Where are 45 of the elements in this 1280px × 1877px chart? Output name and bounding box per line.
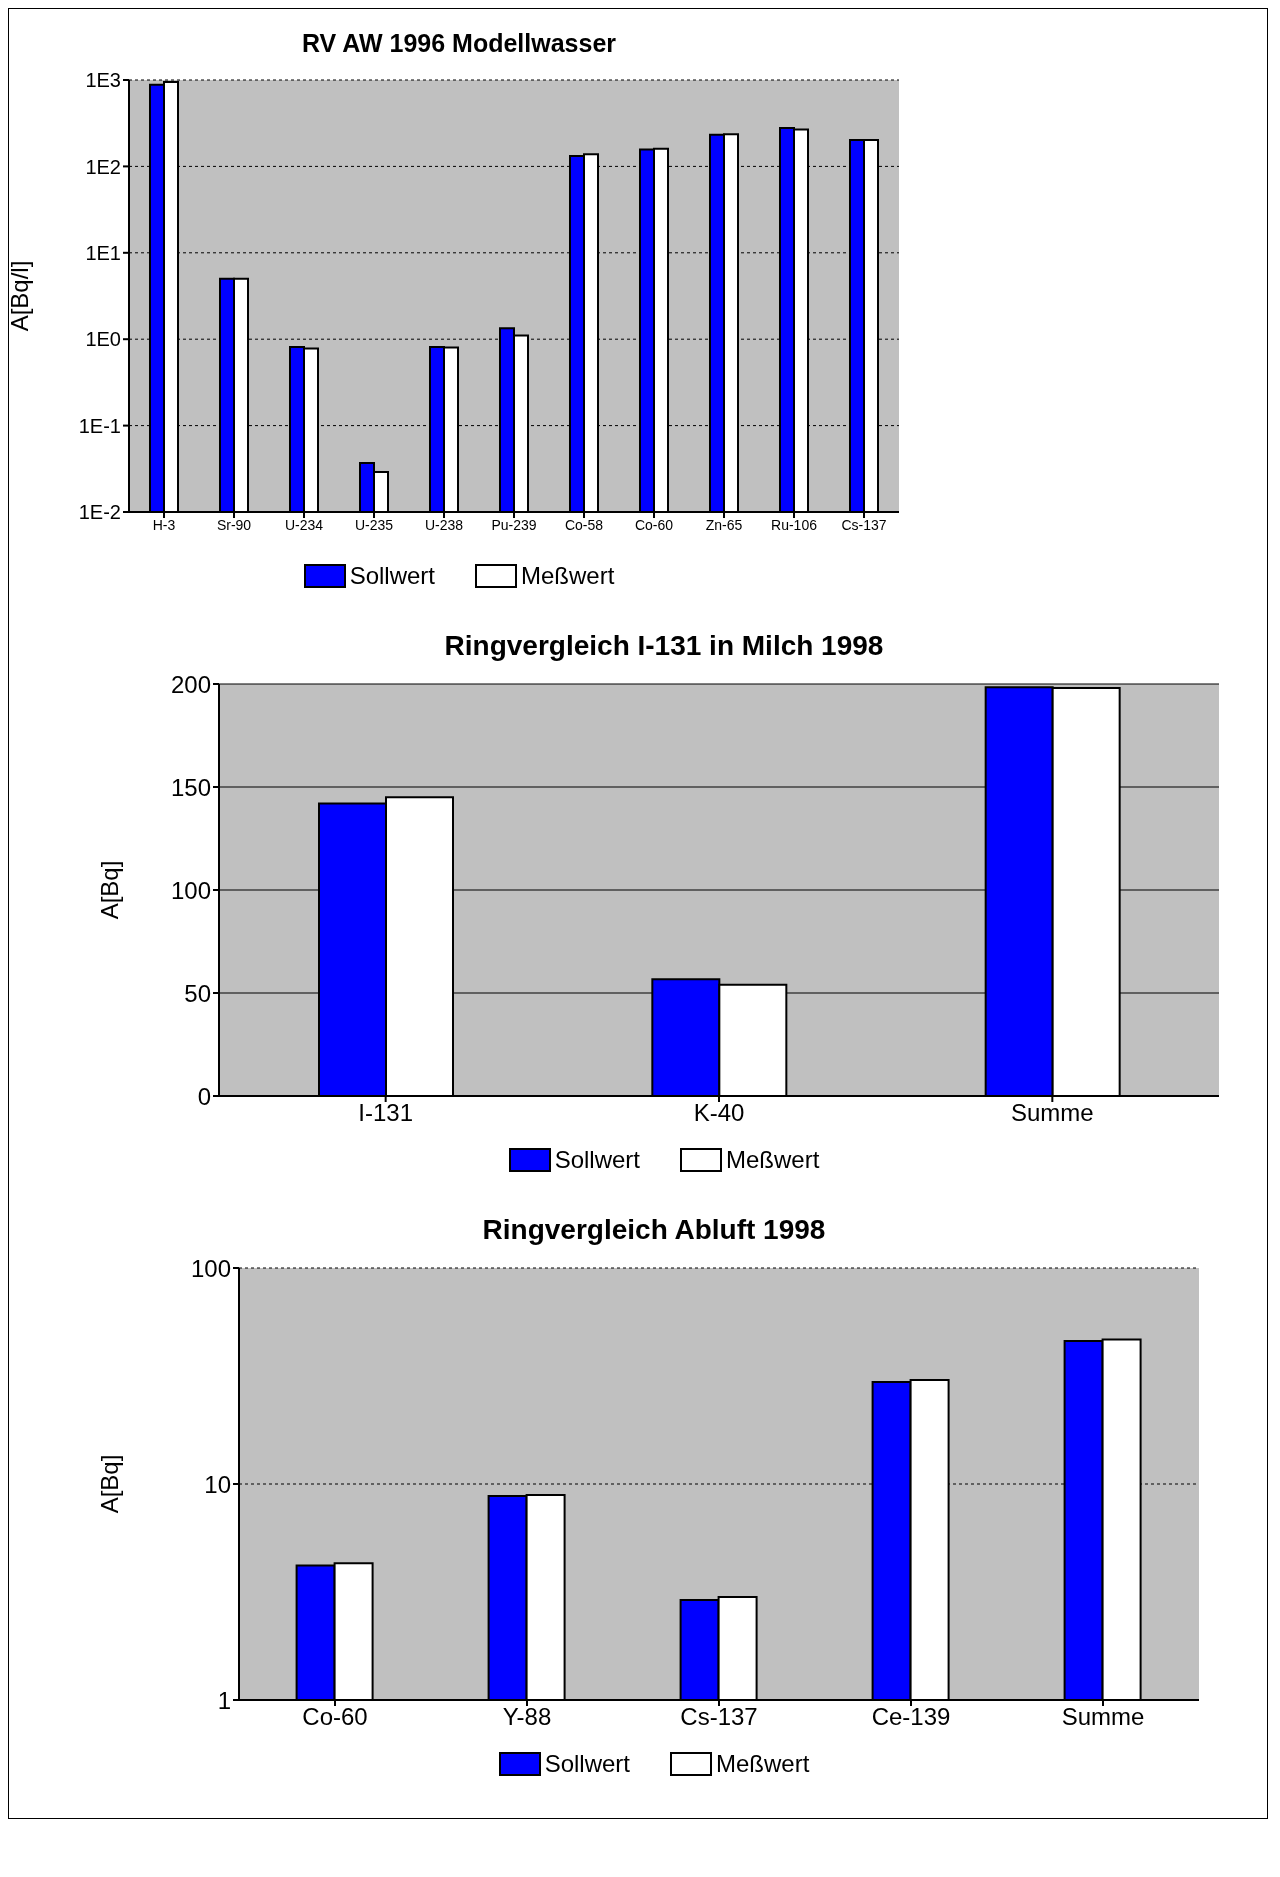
y-axis-title: A[Bq] bbox=[95, 860, 123, 920]
legend-label: Sollwert bbox=[348, 562, 435, 590]
y-tick-label: 1E1 bbox=[85, 241, 121, 264]
x-tick-label: Cs-137 bbox=[680, 1703, 758, 1731]
legend-label: Meßwert bbox=[725, 1146, 820, 1174]
y-tick-label: 100 bbox=[170, 876, 211, 904]
x-tick-label: Ru-106 bbox=[771, 516, 818, 533]
y-tick-label: 1E2 bbox=[85, 155, 121, 178]
y-tick-label: 200 bbox=[170, 670, 211, 698]
x-tick-label: Y-88 bbox=[502, 1703, 552, 1731]
y-tick-label: 150 bbox=[170, 773, 211, 801]
x-tick-label: Sr-90 bbox=[216, 516, 252, 533]
x-tick-label: Zn-65 bbox=[705, 516, 743, 533]
x-tick-label: U-234 bbox=[284, 516, 324, 533]
y-tick-label: 50 bbox=[184, 979, 211, 1007]
x-tick-label: Summe bbox=[1010, 1099, 1094, 1127]
x-tick-label: Pu-239 bbox=[491, 516, 537, 533]
x-tick-label: U-235 bbox=[354, 516, 394, 533]
x-tick-label: Co-60 bbox=[302, 1703, 368, 1731]
y-tick-label: 1E-2 bbox=[78, 501, 121, 524]
y-tick-label: 1E-1 bbox=[78, 414, 121, 437]
y-axis-title: A[Bq] bbox=[95, 1454, 123, 1514]
y-tick-label: 100 bbox=[190, 1254, 231, 1282]
chart-title: Ringvergleich Abluft 1998 bbox=[481, 1214, 827, 1246]
x-tick-label: U-238 bbox=[424, 516, 464, 533]
legend-label: Meßwert bbox=[715, 1750, 810, 1778]
x-tick-label: Co-60 bbox=[634, 516, 674, 533]
x-tick-label: Ce-139 bbox=[871, 1703, 951, 1731]
legend-label: Meßwert bbox=[520, 562, 615, 590]
x-tick-label: I-131 bbox=[358, 1099, 414, 1127]
y-tick-label: 1E3 bbox=[85, 69, 121, 92]
x-tick-label: K-40 bbox=[693, 1099, 745, 1127]
x-tick-label: Summe bbox=[1061, 1703, 1145, 1731]
y-tick-label: 10 bbox=[204, 1470, 231, 1498]
y-tick-label: 1 bbox=[217, 1686, 231, 1714]
y-tick-label: 0 bbox=[197, 1082, 211, 1110]
chart-title: RV AW 1996 Modellwasser bbox=[301, 29, 617, 58]
x-tick-label: Cs-137 bbox=[841, 516, 887, 533]
x-tick-label: Co-58 bbox=[564, 516, 604, 533]
legend-label: Sollwert bbox=[543, 1750, 630, 1778]
legend-label: Sollwert bbox=[553, 1146, 640, 1174]
y-axis-title: A[Bq/l] bbox=[5, 260, 33, 332]
x-tick-label: H-3 bbox=[152, 516, 176, 533]
chart-title: Ringvergleich I-131 in Milch 1998 bbox=[443, 630, 885, 662]
y-tick-label: 1E0 bbox=[85, 328, 121, 351]
